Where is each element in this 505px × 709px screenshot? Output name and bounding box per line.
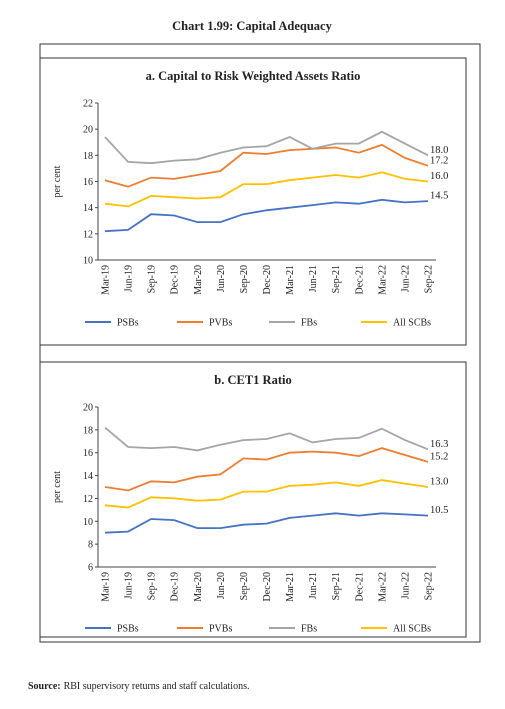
legend-label: PSBs (117, 318, 139, 329)
x-tick-label: Mar-19 (101, 265, 112, 295)
x-tick-label: Jun-20 (216, 265, 227, 292)
value-label: 16.0 (430, 171, 448, 182)
chart-title: b. CET1 Ratio (214, 373, 291, 387)
x-tick-label: Jun-21 (308, 572, 319, 599)
value-label: 18.0 (430, 145, 448, 156)
y-tick-label: 20 (83, 125, 93, 136)
y-tick-label: 16 (83, 177, 93, 188)
y-tick-label: 10 (83, 256, 93, 267)
x-tick-label: Dec-21 (354, 265, 365, 294)
y-tick-label: 22 (83, 99, 93, 110)
legend-label: PSBs (117, 624, 139, 635)
x-tick-label: Jun-20 (216, 572, 227, 599)
y-tick-label: 10 (83, 517, 93, 528)
legend-label: All SCBs (393, 624, 431, 635)
x-tick-label: Jun-21 (308, 265, 319, 292)
value-label: 17.2 (430, 155, 448, 166)
x-tick-label: Sep-22 (424, 265, 435, 293)
value-label: 10.5 (430, 505, 448, 516)
series-line (104, 512, 429, 534)
y-tick-label: 18 (83, 425, 93, 436)
x-tick-label: Jun-22 (400, 572, 411, 599)
x-tick-label: Mar-20 (193, 572, 204, 602)
x-tick-label: Dec-20 (262, 265, 273, 294)
legend-label: PVBs (209, 624, 232, 635)
legend-label: FBs (301, 318, 317, 329)
x-tick-label: Dec-19 (170, 265, 181, 294)
y-tick-label: 16 (83, 448, 93, 459)
x-tick-label: Jun-19 (124, 265, 135, 292)
x-tick-label: Jun-22 (400, 265, 411, 292)
series-line (104, 198, 429, 233)
value-label: 13.0 (430, 477, 448, 488)
y-tick-label: 8 (88, 540, 93, 551)
legend-label: PVBs (209, 318, 232, 329)
x-tick-label: Sep-22 (424, 572, 435, 600)
x-tick-label: Mar-21 (285, 572, 296, 602)
y-axis-label: per cent (52, 471, 63, 503)
x-tick-label: Sep-20 (239, 572, 250, 600)
source-label: Source: (28, 681, 61, 692)
series-line (104, 426, 429, 452)
x-tick-label: Sep-20 (239, 265, 250, 293)
legend-label: All SCBs (393, 318, 431, 329)
y-tick-label: 14 (83, 471, 93, 482)
x-tick-label: Jun-19 (124, 572, 135, 599)
x-tick-label: Mar-21 (285, 265, 296, 295)
value-label: 14.5 (430, 191, 448, 202)
x-tick-label: Mar-22 (377, 572, 388, 602)
x-tick-label: Dec-19 (170, 572, 181, 601)
y-axis-label: per cent (52, 165, 63, 197)
x-tick-label: Sep-21 (331, 265, 342, 293)
y-tick-label: 6 (88, 563, 93, 574)
y-tick-label: 20 (83, 403, 93, 414)
x-tick-label: Mar-20 (193, 265, 204, 295)
x-tick-label: Mar-19 (101, 572, 112, 602)
y-tick-label: 18 (83, 151, 93, 162)
series-line (104, 143, 429, 188)
panel-frame (39, 57, 467, 346)
source-text: RBI supervisory returns and staff calcul… (64, 681, 250, 692)
x-tick-label: Dec-20 (262, 572, 273, 601)
panel-frame (39, 361, 467, 638)
x-tick-label: Sep-21 (331, 572, 342, 600)
series-line (104, 171, 429, 208)
series-line (104, 479, 429, 509)
legend-label: FBs (301, 624, 317, 635)
value-label: 16.3 (430, 439, 448, 450)
outer-frame (39, 43, 481, 643)
x-tick-label: Dec-21 (354, 572, 365, 601)
y-tick-label: 14 (83, 203, 93, 214)
series-line (104, 130, 429, 165)
x-tick-label: Sep-19 (147, 265, 158, 293)
page-title: Chart 1.99: Capital Adequacy (172, 19, 332, 33)
source-note: Source: RBI supervisory returns and staff… (28, 681, 249, 692)
value-label: 15.2 (430, 451, 448, 462)
x-tick-label: Sep-19 (147, 572, 158, 600)
y-tick-label: 12 (83, 229, 93, 240)
chart-title: a. Capital to Risk Weighted Assets Ratio (146, 69, 361, 83)
x-tick-label: Mar-22 (377, 265, 388, 295)
series-line (104, 447, 429, 492)
y-tick-label: 12 (83, 494, 93, 505)
